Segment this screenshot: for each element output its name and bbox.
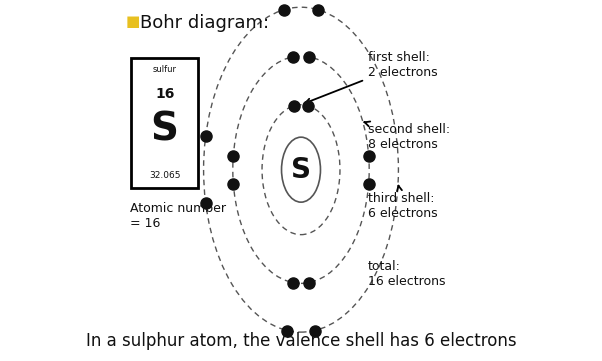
Text: sulfur: sulfur [153, 65, 177, 74]
Text: Atomic number
= 16: Atomic number = 16 [129, 202, 226, 230]
Text: S: S [150, 110, 179, 148]
Text: In a sulphur atom, the valence shell has 6 electrons: In a sulphur atom, the valence shell has… [85, 332, 517, 350]
Text: S: S [291, 156, 311, 184]
Text: first shell:
2 electrons: first shell: 2 electrons [305, 51, 438, 104]
Text: third shell:
6 electrons: third shell: 6 electrons [368, 186, 438, 220]
Text: 16: 16 [155, 87, 175, 101]
Text: second shell:
8 electrons: second shell: 8 electrons [364, 122, 450, 151]
Text: ■: ■ [126, 14, 140, 30]
Text: total:
16 electrons: total: 16 electrons [368, 260, 445, 288]
Bar [131, 58, 198, 188]
Text: 32.065: 32.065 [149, 171, 181, 180]
Text: Bohr diagram:: Bohr diagram: [140, 14, 270, 32]
